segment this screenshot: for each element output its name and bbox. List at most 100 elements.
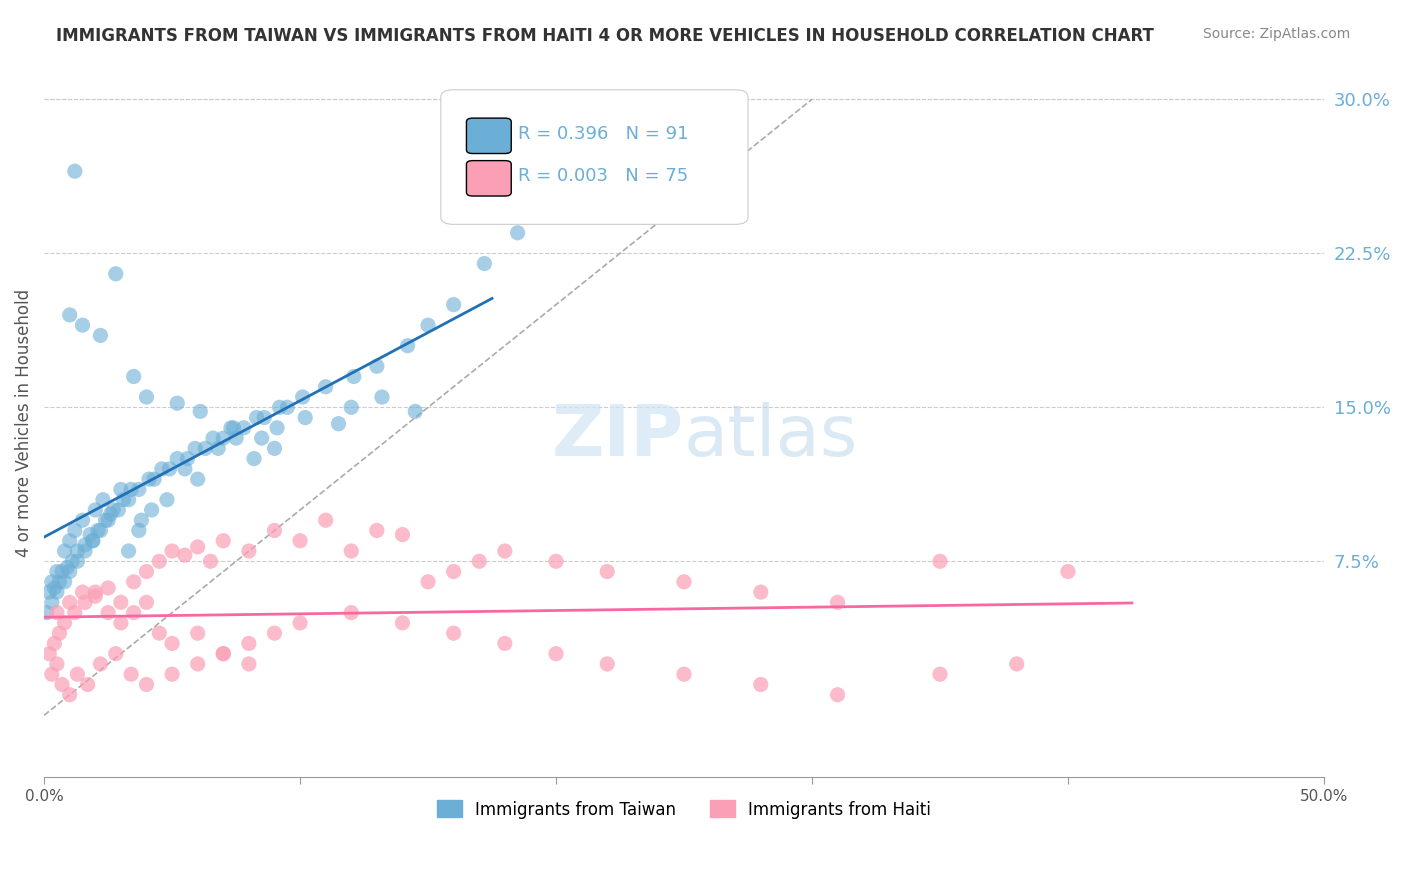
Immigrants from Haiti xyxy=(749,677,772,691)
Immigrants from Haiti xyxy=(45,606,67,620)
Immigrants from Taiwan xyxy=(38,585,60,599)
Immigrants from Haiti xyxy=(51,677,73,691)
Immigrants from Taiwan xyxy=(443,298,465,312)
Immigrants from Taiwan xyxy=(53,574,76,589)
Immigrants from Haiti xyxy=(89,657,111,671)
Immigrants from Taiwan xyxy=(269,401,291,415)
Immigrants from Haiti xyxy=(173,548,195,562)
Immigrants from Taiwan xyxy=(104,267,127,281)
Immigrants from Haiti xyxy=(148,626,170,640)
Immigrants from Taiwan xyxy=(166,451,188,466)
Immigrants from Taiwan xyxy=(35,606,58,620)
Immigrants from Haiti xyxy=(97,606,120,620)
Immigrants from Taiwan xyxy=(59,308,82,322)
Immigrants from Taiwan xyxy=(207,442,229,456)
Immigrants from Taiwan xyxy=(141,503,163,517)
Immigrants from Taiwan xyxy=(60,554,83,568)
Immigrants from Taiwan xyxy=(225,431,247,445)
Immigrants from Haiti xyxy=(544,554,567,568)
Immigrants from Taiwan xyxy=(212,431,235,445)
Immigrants from Taiwan xyxy=(294,410,316,425)
Immigrants from Taiwan xyxy=(89,524,111,538)
Immigrants from Taiwan xyxy=(117,492,139,507)
Immigrants from Haiti xyxy=(72,585,94,599)
Legend: Immigrants from Taiwan, Immigrants from Haiti: Immigrants from Taiwan, Immigrants from … xyxy=(430,794,938,825)
Immigrants from Taiwan xyxy=(156,492,179,507)
Immigrants from Haiti xyxy=(120,667,142,681)
Immigrants from Taiwan xyxy=(366,359,388,374)
Immigrants from Taiwan xyxy=(75,544,97,558)
Immigrants from Taiwan xyxy=(243,451,266,466)
Immigrants from Taiwan xyxy=(315,380,337,394)
Immigrants from Haiti xyxy=(110,615,132,630)
Immigrants from Haiti xyxy=(263,524,285,538)
Immigrants from Haiti xyxy=(468,554,491,568)
Immigrants from Taiwan xyxy=(202,431,225,445)
Immigrants from Taiwan xyxy=(128,524,150,538)
Immigrants from Taiwan xyxy=(97,513,120,527)
Immigrants from Haiti xyxy=(212,533,235,548)
Immigrants from Haiti xyxy=(160,636,183,650)
Immigrants from Haiti xyxy=(340,544,363,558)
Text: R = 0.003   N = 75: R = 0.003 N = 75 xyxy=(517,167,688,186)
Immigrants from Taiwan xyxy=(51,565,73,579)
Immigrants from Taiwan xyxy=(266,421,288,435)
Immigrants from Taiwan xyxy=(94,513,117,527)
Immigrants from Taiwan xyxy=(166,396,188,410)
Immigrants from Haiti xyxy=(238,544,260,558)
Immigrants from Haiti xyxy=(1005,657,1028,671)
Immigrants from Haiti xyxy=(288,533,311,548)
Immigrants from Haiti xyxy=(66,667,89,681)
Immigrants from Taiwan xyxy=(291,390,314,404)
Immigrants from Taiwan xyxy=(63,524,86,538)
Immigrants from Taiwan xyxy=(56,560,79,574)
Immigrants from Taiwan xyxy=(66,554,89,568)
Immigrants from Haiti xyxy=(200,554,222,568)
Immigrants from Haiti xyxy=(391,527,413,541)
Immigrants from Taiwan xyxy=(45,565,67,579)
Immigrants from Haiti xyxy=(749,585,772,599)
Immigrants from Taiwan xyxy=(263,442,285,456)
Immigrants from Haiti xyxy=(135,677,157,691)
Immigrants from Taiwan xyxy=(194,442,217,456)
Immigrants from Haiti xyxy=(544,647,567,661)
Immigrants from Taiwan xyxy=(72,318,94,333)
Immigrants from Taiwan xyxy=(63,164,86,178)
Immigrants from Taiwan xyxy=(253,410,276,425)
Immigrants from Haiti xyxy=(187,540,209,554)
Immigrants from Taiwan xyxy=(340,401,363,415)
Immigrants from Taiwan xyxy=(371,390,394,404)
FancyBboxPatch shape xyxy=(467,161,512,196)
Immigrants from Haiti xyxy=(391,615,413,630)
Immigrants from Haiti xyxy=(672,574,695,589)
Immigrants from Haiti xyxy=(104,647,127,661)
Immigrants from Haiti xyxy=(366,524,388,538)
Immigrants from Haiti xyxy=(212,647,235,661)
Immigrants from Taiwan xyxy=(131,513,153,527)
Text: ZIP: ZIP xyxy=(551,402,683,471)
Immigrants from Haiti xyxy=(929,667,952,681)
Immigrants from Taiwan xyxy=(187,472,209,486)
Immigrants from Taiwan xyxy=(472,256,495,270)
Immigrants from Taiwan xyxy=(91,492,114,507)
Immigrants from Taiwan xyxy=(48,574,70,589)
Immigrants from Haiti xyxy=(416,574,439,589)
Immigrants from Haiti xyxy=(97,581,120,595)
Immigrants from Taiwan xyxy=(159,462,181,476)
Immigrants from Haiti xyxy=(494,636,516,650)
Immigrants from Taiwan xyxy=(396,339,419,353)
Immigrants from Taiwan xyxy=(117,544,139,558)
Immigrants from Haiti xyxy=(59,595,82,609)
Immigrants from Haiti xyxy=(75,595,97,609)
Immigrants from Haiti xyxy=(135,565,157,579)
Immigrants from Taiwan xyxy=(89,328,111,343)
Immigrants from Taiwan xyxy=(173,462,195,476)
Immigrants from Haiti xyxy=(672,667,695,681)
Immigrants from Taiwan xyxy=(100,507,122,521)
Immigrants from Haiti xyxy=(238,636,260,650)
Immigrants from Taiwan xyxy=(128,483,150,497)
Immigrants from Taiwan xyxy=(53,544,76,558)
Immigrants from Taiwan xyxy=(82,533,104,548)
Immigrants from Haiti xyxy=(494,544,516,558)
Immigrants from Taiwan xyxy=(188,404,211,418)
